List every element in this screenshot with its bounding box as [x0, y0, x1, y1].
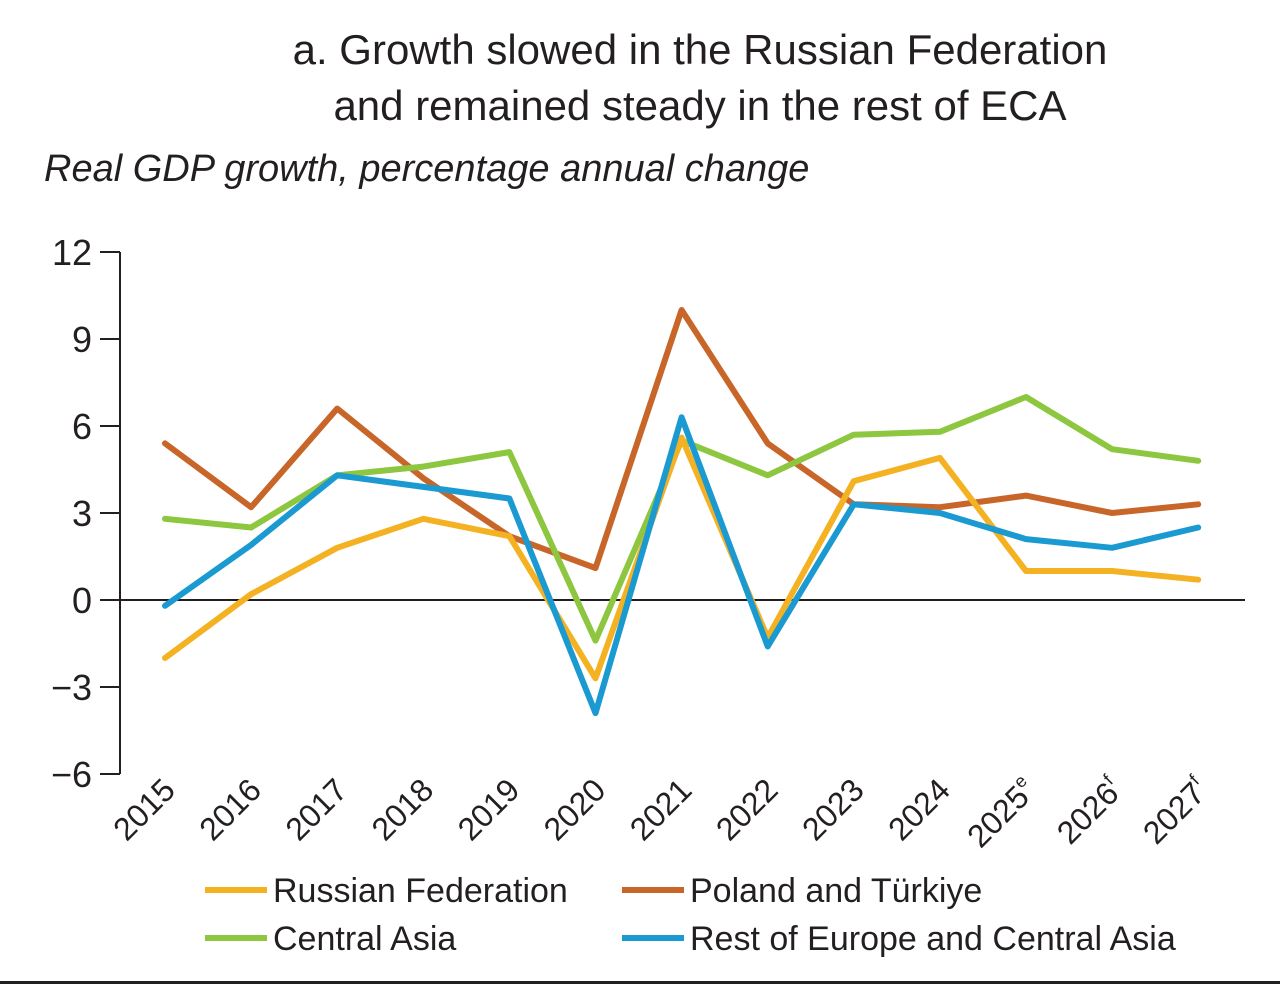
x-tick-label: 2025e: [959, 771, 1043, 855]
y-tick-label: 0: [72, 580, 92, 621]
x-tick-label: 2021: [623, 771, 699, 847]
x-tick-label: 2027f: [1135, 770, 1216, 851]
x-tick-label: 2026f: [1049, 770, 1130, 851]
x-tick-label: 2022: [709, 771, 785, 847]
x-tick-label: 2017: [278, 771, 354, 847]
series-line-2: [162, 394, 1202, 644]
y-tick-label: −6: [51, 754, 92, 795]
y-tick-label: 9: [72, 319, 92, 360]
x-tick-label: 2024: [881, 771, 957, 847]
chart-title: a. Growth slowed in the Russian Federati…: [200, 22, 1200, 134]
chart-title-line-1: a. Growth slowed in the Russian Federati…: [292, 26, 1108, 73]
x-tick-label: 2016: [192, 771, 268, 847]
y-tick-label: 12: [52, 232, 92, 273]
legend-label: Russian Federation: [273, 872, 568, 910]
y-tick-label: −3: [51, 667, 92, 708]
x-tick-label: 2018: [364, 771, 440, 847]
x-tick-label: 2020: [537, 771, 613, 847]
y-tick-label: 6: [72, 406, 92, 447]
x-tick-label: 2019: [451, 771, 527, 847]
chart-title-line-2: and remained steady in the rest of ECA: [333, 82, 1067, 129]
x-tick-label: 2023: [795, 771, 871, 847]
series-line-0: [162, 434, 1202, 682]
x-tick-label: 2015: [106, 771, 182, 847]
series-line-3: [162, 414, 1202, 717]
legend-label: Rest of Europe and Central Asia: [690, 920, 1176, 958]
legend-label: Central Asia: [273, 920, 456, 958]
y-tick-label: 3: [72, 493, 92, 534]
chart-subtitle: Real GDP growth, percentage annual chang…: [44, 148, 810, 190]
legend-label: Poland and Türkiye: [690, 872, 982, 910]
bottom-rule: [0, 981, 1280, 984]
